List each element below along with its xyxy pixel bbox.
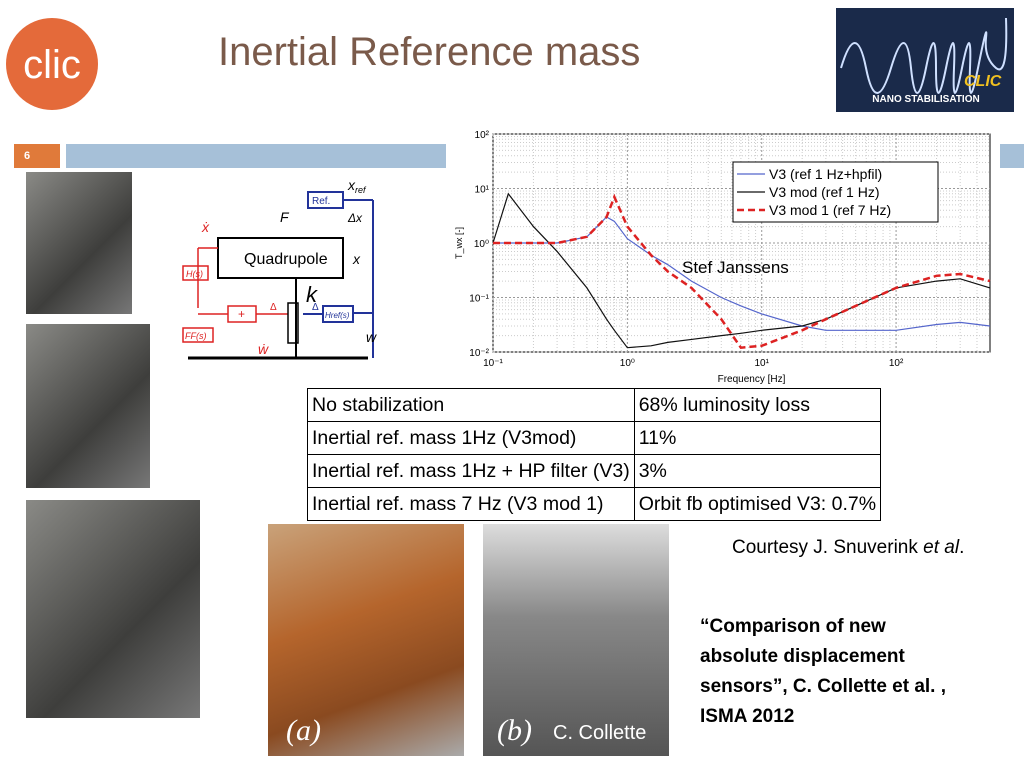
logo-subtitle: NANO STABILISATION — [872, 94, 979, 105]
photo-label: (b) — [497, 714, 532, 747]
diagram-label: Quadrupole — [244, 251, 328, 268]
reference: “Comparison of new absolute displacement s… — [700, 612, 946, 732]
photo — [26, 172, 132, 314]
chart: 10⁻¹ 10⁰ 10¹ 10²10⁻²10⁻¹10⁰10¹10²Frequency … — [454, 130, 991, 385]
x-tick-label: 10² — [889, 358, 904, 369]
photo — [26, 500, 200, 718]
logo-text: clic — [23, 43, 81, 87]
photo-credit: C. Collette — [553, 722, 647, 744]
table-cell: Inertial ref. mass 1Hz + HP filter (V3) — [307, 454, 635, 488]
logo-name: CLIC — [964, 73, 1002, 90]
diagram-label: ẋ — [201, 219, 210, 235]
header-bar — [66, 144, 446, 168]
x-tick-label: 10¹ — [754, 358, 769, 369]
logo-right: CLIC NANO STABILISATION — [836, 8, 1014, 112]
y-tick-label: 10² — [475, 130, 490, 141]
logo-bg — [836, 8, 1014, 112]
diagram-label: ẇ — [258, 341, 269, 357]
x-tick-label: 10⁰ — [620, 358, 635, 369]
legend-box — [732, 161, 939, 223]
courtesy-end: . — [959, 537, 965, 558]
table-cell: 68% luminosity loss — [633, 388, 882, 422]
courtesy-italic: et al — [923, 537, 960, 558]
legend-label: V3 (ref 1 Hz+hpfil) — [769, 166, 882, 182]
y-tick-label: 10⁻¹ — [469, 294, 489, 305]
diagram-label: x — [352, 251, 361, 267]
header-bar — [1000, 144, 1024, 168]
reference-line: ISMA 2012 — [700, 706, 795, 727]
diagram: Quadrupole Ref. F x k w xref Δx H(s) FF(… — [182, 178, 377, 360]
diagram-lines — [188, 191, 374, 360]
series-line — [493, 193, 991, 349]
table-row: Inertial ref. mass 7 Hz (V3 mod 1) Orbit … — [307, 487, 882, 521]
reference-line: sensors”, C. Collette et al. , — [700, 676, 947, 697]
table-cell: Inertial ref. mass 7 Hz (V3 mod 1) — [307, 487, 635, 521]
y-tick-label: 10⁰ — [474, 239, 489, 250]
table-row: No stabilization 68% luminosity loss — [307, 388, 882, 422]
y-tick-label: 10¹ — [475, 185, 490, 196]
diagram-feedback — [182, 247, 299, 344]
y-tick-label: 10⁻² — [469, 348, 489, 359]
chart-annotation: Stef Janssens — [682, 258, 789, 277]
photo: (a) — [268, 524, 464, 756]
diagram-label: Href(s) — [325, 311, 350, 320]
table-cell: Orbit fb optimised V3: 0.7% — [633, 487, 882, 521]
diagram-label: Δ — [270, 302, 277, 313]
diagram-label: w — [366, 329, 377, 345]
diagram-label: Δx — [347, 211, 363, 225]
photo — [26, 324, 150, 488]
legend-label: V3 mod 1 (ref 7 Hz) — [769, 202, 891, 218]
legend-label: V3 mod (ref 1 Hz) — [769, 184, 879, 200]
y-axis-label: T_wx [-] — [454, 227, 464, 259]
series-line — [493, 216, 991, 331]
logo-wave — [840, 17, 1008, 94]
diagram-label: k — [306, 282, 318, 307]
table-row: Inertial ref. mass 1Hz (V3mod) 11% — [307, 421, 882, 455]
diagram-label: Δ — [312, 302, 319, 313]
table-row: Inertial ref. mass 1Hz + HP filter (V3) 3… — [307, 454, 882, 488]
diagram-label: H(s) — [186, 269, 203, 279]
x-axis-label: Frequency [Hz] — [718, 374, 786, 385]
logo-circle — [6, 18, 98, 110]
diagram-label: xref — [347, 178, 367, 195]
reference-line: “Comparison of new — [700, 616, 886, 637]
courtesy: Courtesy J. Snuverink et al. — [732, 537, 964, 559]
courtesy-text: Courtesy J. Snuverink — [732, 537, 924, 558]
table-cell: 11% — [633, 421, 882, 455]
diagram-label: F — [280, 209, 290, 225]
slide-title: Inertial Reference mass — [218, 30, 641, 74]
logo-left: clic — [6, 18, 98, 110]
table-cell: No stabilization — [307, 388, 635, 422]
x-tick-label: 10⁻¹ — [483, 358, 503, 369]
results-table: No stabilization 68% luminosity loss Inert… — [307, 388, 882, 521]
diagram-label: Ref. — [312, 196, 330, 207]
photo: (b) C. Collette — [483, 524, 669, 756]
slide-number: 6 — [14, 144, 60, 168]
diagram-label: FF(s) — [185, 331, 207, 341]
table-cell: 3% — [633, 454, 882, 488]
diagram-label: ref — [355, 185, 367, 195]
diagram-label: + — [238, 307, 245, 321]
diagram-label: x — [347, 178, 356, 193]
reference-line: absolute displacement — [700, 646, 905, 667]
photo-label: (a) — [286, 714, 321, 747]
table-cell: Inertial ref. mass 1Hz (V3mod) — [307, 421, 635, 455]
